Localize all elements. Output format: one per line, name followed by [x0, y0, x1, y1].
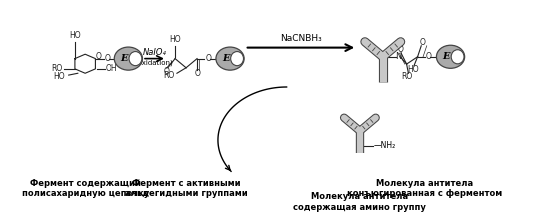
Ellipse shape — [216, 47, 244, 70]
Text: NaCNBH₃: NaCNBH₃ — [280, 34, 322, 43]
Ellipse shape — [451, 50, 464, 64]
Text: O: O — [194, 69, 200, 78]
Text: NaIO₄: NaIO₄ — [142, 48, 166, 57]
Ellipse shape — [437, 45, 465, 68]
Text: RO: RO — [163, 71, 174, 80]
Text: RO: RO — [401, 73, 412, 81]
Text: HO: HO — [69, 31, 81, 40]
Text: —NH₂: —NH₂ — [374, 141, 396, 150]
Text: Фермент содержащий
полисахаридную цепочку: Фермент содержащий полисахаридную цепочк… — [22, 179, 149, 198]
Text: HO: HO — [169, 35, 181, 44]
Text: O: O — [104, 54, 110, 63]
Text: Молекула антитела
конъюгированная с ферментом: Молекула антитела конъюгированная с ферм… — [347, 179, 502, 198]
Text: E: E — [222, 54, 229, 63]
Text: N: N — [396, 52, 402, 61]
Text: HO: HO — [407, 65, 419, 74]
Ellipse shape — [114, 47, 142, 70]
Text: O: O — [419, 38, 425, 47]
Text: HO: HO — [54, 73, 65, 81]
Ellipse shape — [129, 52, 142, 66]
Text: E: E — [442, 52, 450, 61]
Text: O: O — [397, 45, 403, 54]
Text: (oxidation): (oxidation) — [136, 59, 173, 66]
Text: O: O — [164, 67, 170, 76]
Text: Молекула антитела
содержащая амино группу: Молекула антитела содержащая амино групп… — [294, 192, 426, 212]
Ellipse shape — [231, 52, 243, 66]
Text: E: E — [120, 54, 128, 63]
Text: RO: RO — [52, 64, 63, 73]
Text: O: O — [205, 54, 211, 63]
Text: O: O — [95, 52, 102, 61]
Text: O: O — [426, 52, 432, 61]
Text: Фермент с активными
альдегидными группами: Фермент с активными альдегидными группам… — [125, 179, 247, 198]
Text: OH: OH — [105, 64, 117, 73]
